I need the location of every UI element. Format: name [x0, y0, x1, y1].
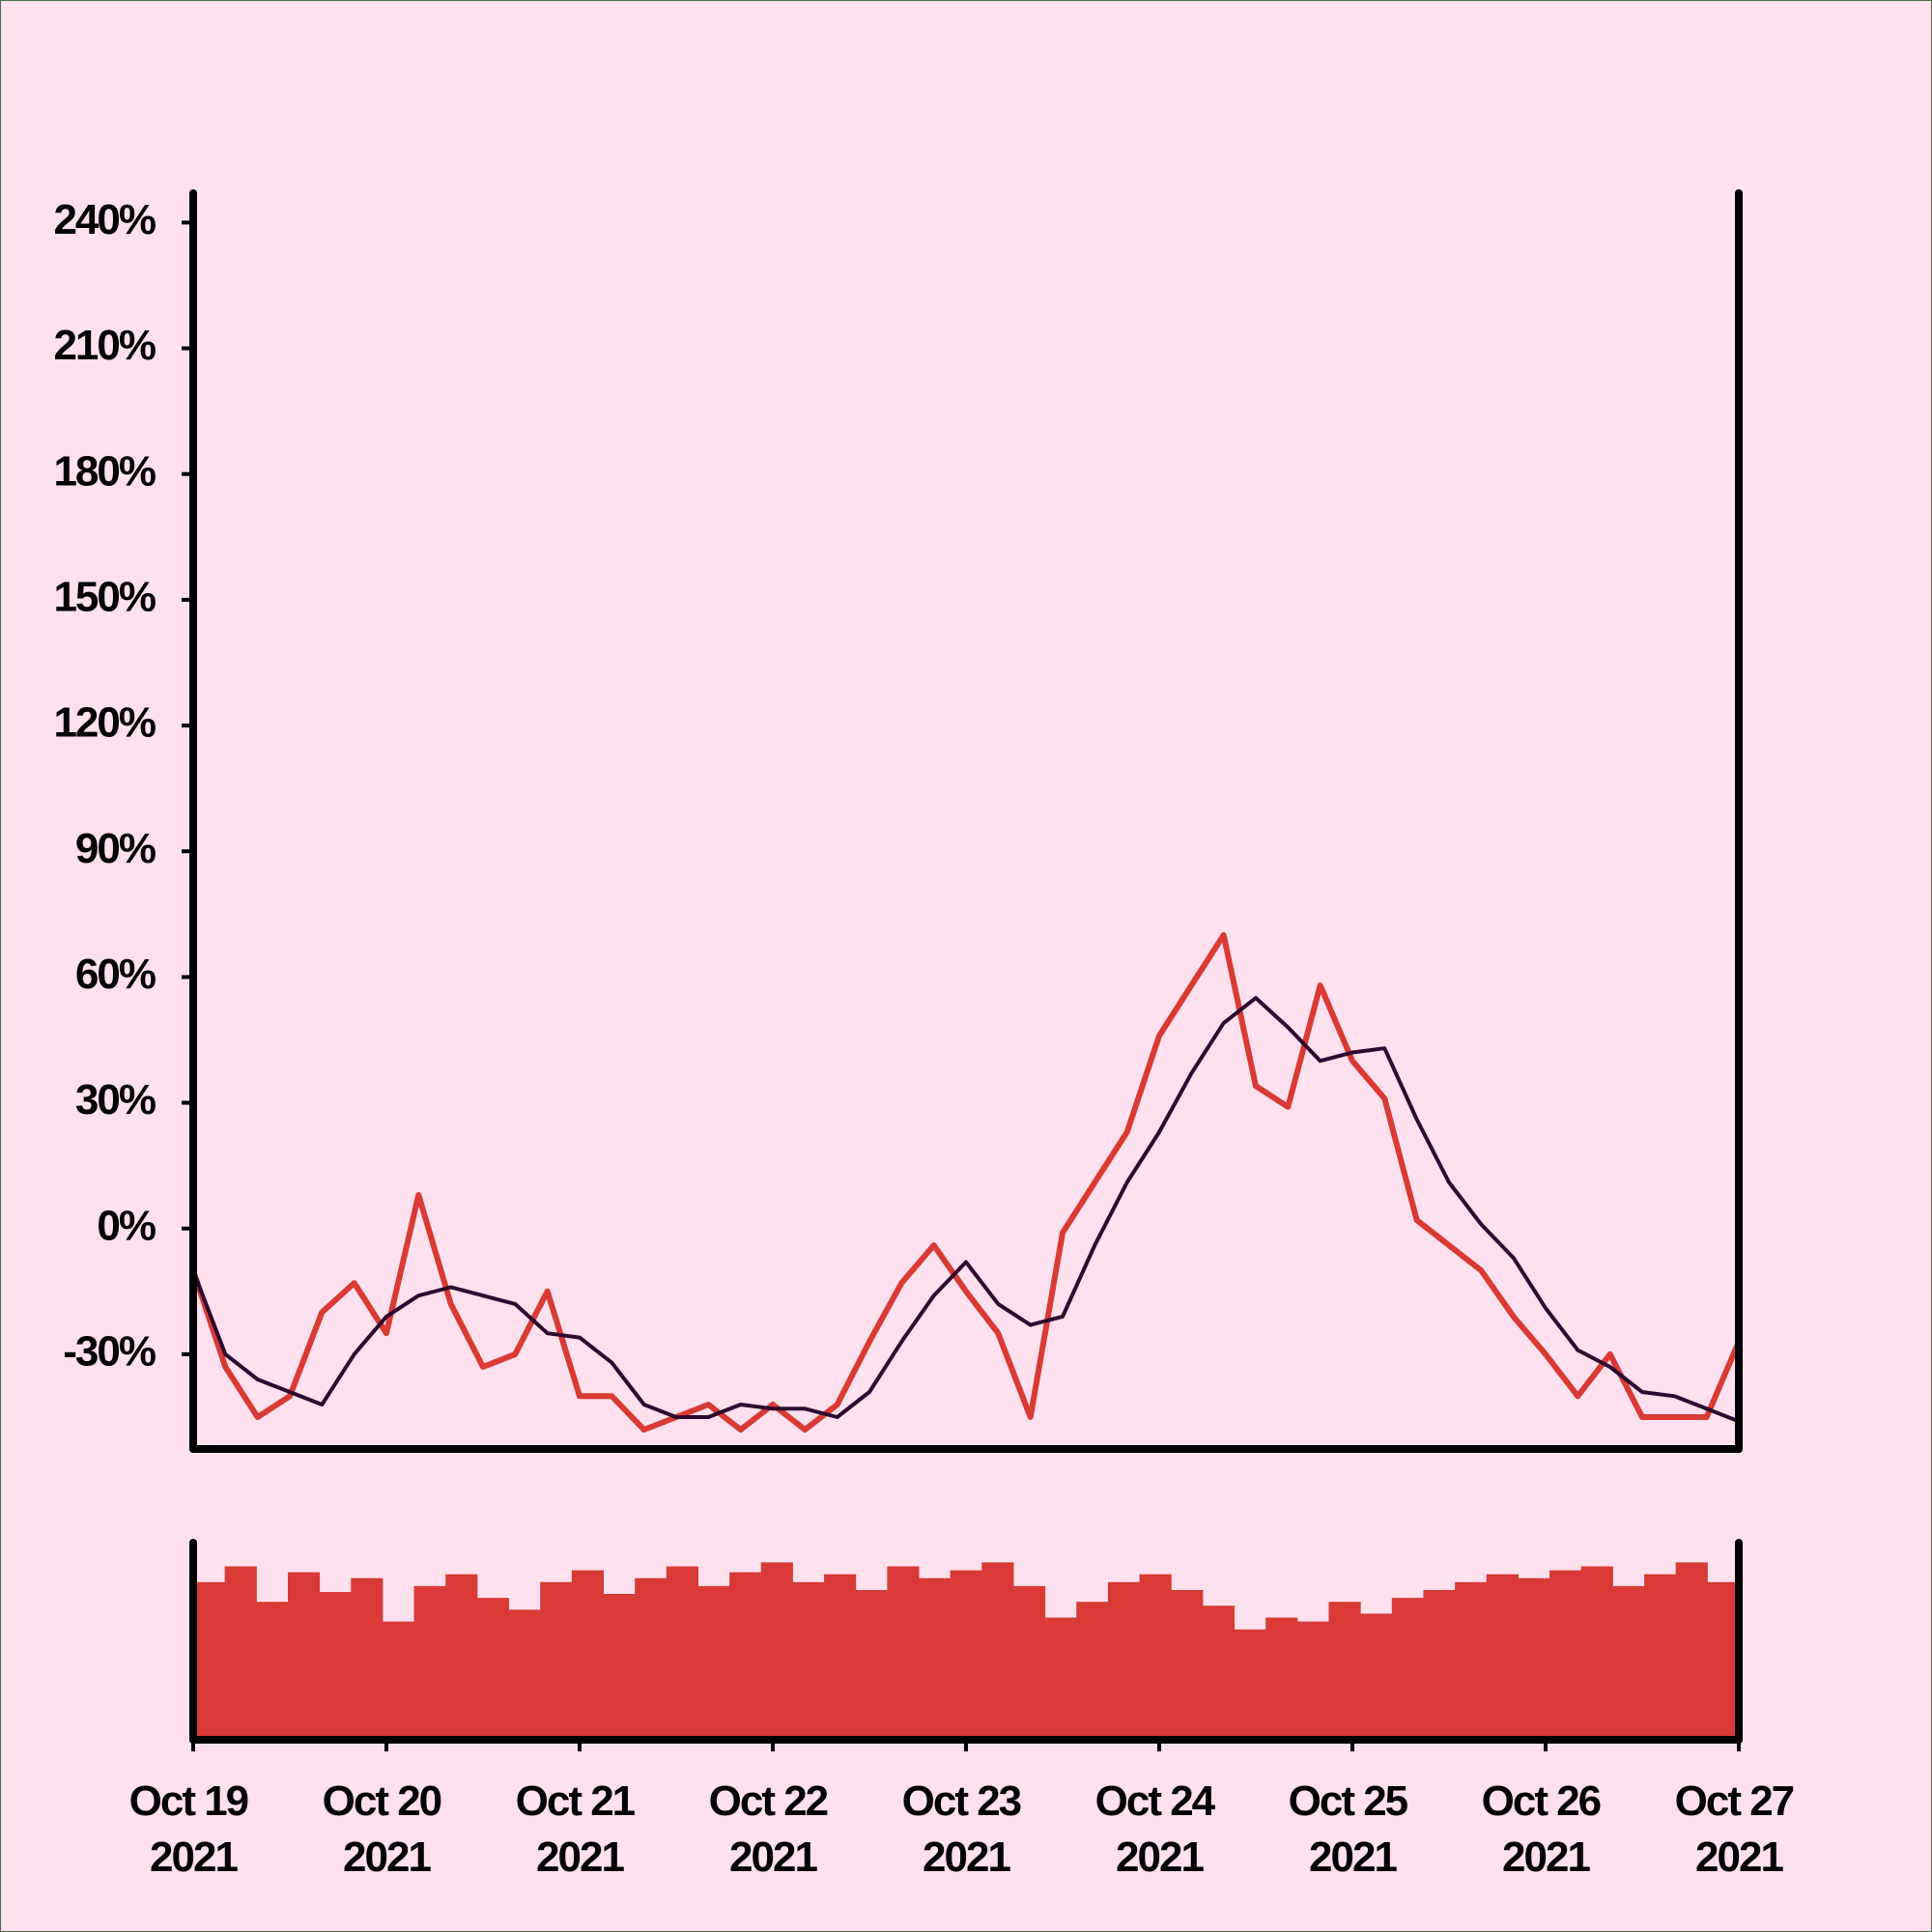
x-tick-label: Oct 20 2021 [323, 1777, 451, 1881]
volume-bar [319, 1592, 352, 1740]
volume-bar [1549, 1570, 1582, 1740]
volume-bar [1044, 1617, 1077, 1740]
x-tick-label: Oct 27 2021 [1675, 1777, 1804, 1881]
y-tick-label: 240% [53, 196, 155, 243]
y-tick-label: 150% [53, 574, 155, 621]
volume-bar [445, 1574, 478, 1740]
volume-bar [1202, 1605, 1236, 1740]
x-tick-label: Oct 22 2021 [709, 1777, 838, 1881]
volume-bar [1360, 1613, 1393, 1740]
volume-bar [666, 1566, 698, 1740]
volume-bar [760, 1562, 793, 1740]
y-tick-label: 210% [53, 322, 155, 369]
volume-bar [413, 1585, 446, 1740]
volume-bar [1455, 1581, 1488, 1740]
volume-bar [1296, 1621, 1330, 1740]
x-tick-label: Oct 23 2021 [902, 1777, 1031, 1881]
volume-bar [1423, 1589, 1456, 1740]
volume-bar [571, 1570, 604, 1740]
series-line [191, 996, 1740, 1424]
volume-bar [824, 1574, 857, 1740]
y-tick-label: 30% [75, 1076, 156, 1123]
volume-bar [1644, 1574, 1677, 1740]
volume-bar [1265, 1617, 1298, 1740]
volume-bar [224, 1566, 257, 1740]
y-tick-label: 180% [53, 447, 155, 495]
volume-bar [1076, 1602, 1109, 1740]
series-line [190, 932, 1742, 1433]
volume-bar [1012, 1585, 1046, 1740]
volume-bar [697, 1585, 730, 1740]
x-tick-label: Oct 24 2021 [1095, 1777, 1224, 1881]
volume-bar [1612, 1585, 1645, 1740]
volume-bar [1391, 1598, 1424, 1740]
volume-bar [508, 1609, 541, 1740]
volume-bar [729, 1572, 762, 1740]
volume-bar [1139, 1574, 1172, 1740]
volume-bar [981, 1562, 1014, 1740]
x-tick-label: Oct 26 2021 [1482, 1777, 1610, 1881]
x-tick-label: Oct 21 2021 [516, 1777, 644, 1881]
y-tick-label: 120% [53, 699, 155, 747]
volume-bar [792, 1581, 825, 1740]
volume-bar [1107, 1581, 1141, 1740]
volume-bar [1675, 1562, 1708, 1740]
volume-bar [855, 1589, 888, 1740]
volume-bar [1518, 1577, 1550, 1740]
volume-bar [887, 1566, 920, 1740]
x-tick-label: Oct 25 2021 [1289, 1777, 1417, 1881]
volume-bar [476, 1598, 510, 1740]
volume-bar [1580, 1566, 1613, 1740]
volume-bar [256, 1602, 289, 1740]
volume-bar [1234, 1629, 1266, 1740]
volume-bar [919, 1577, 952, 1740]
y-tick-label: 90% [75, 825, 156, 872]
volume-bar [603, 1594, 636, 1740]
volume-bar [1171, 1589, 1204, 1740]
x-tick-label: Oct 19 2021 [129, 1777, 258, 1881]
volume-bar [193, 1581, 226, 1740]
volume-bar [635, 1577, 668, 1740]
y-tick-label: 0% [97, 1202, 155, 1249]
y-tick-label: -30% [63, 1328, 156, 1376]
volume-bar [382, 1621, 415, 1740]
volume-bar [1328, 1602, 1361, 1740]
volume-bar [1486, 1574, 1519, 1740]
volume-bar [950, 1570, 982, 1740]
volume-bar [351, 1577, 384, 1740]
volume-bar [540, 1581, 573, 1740]
volume-bar [287, 1572, 321, 1740]
y-tick-label: 60% [75, 951, 156, 998]
volume-bar [1707, 1581, 1740, 1740]
